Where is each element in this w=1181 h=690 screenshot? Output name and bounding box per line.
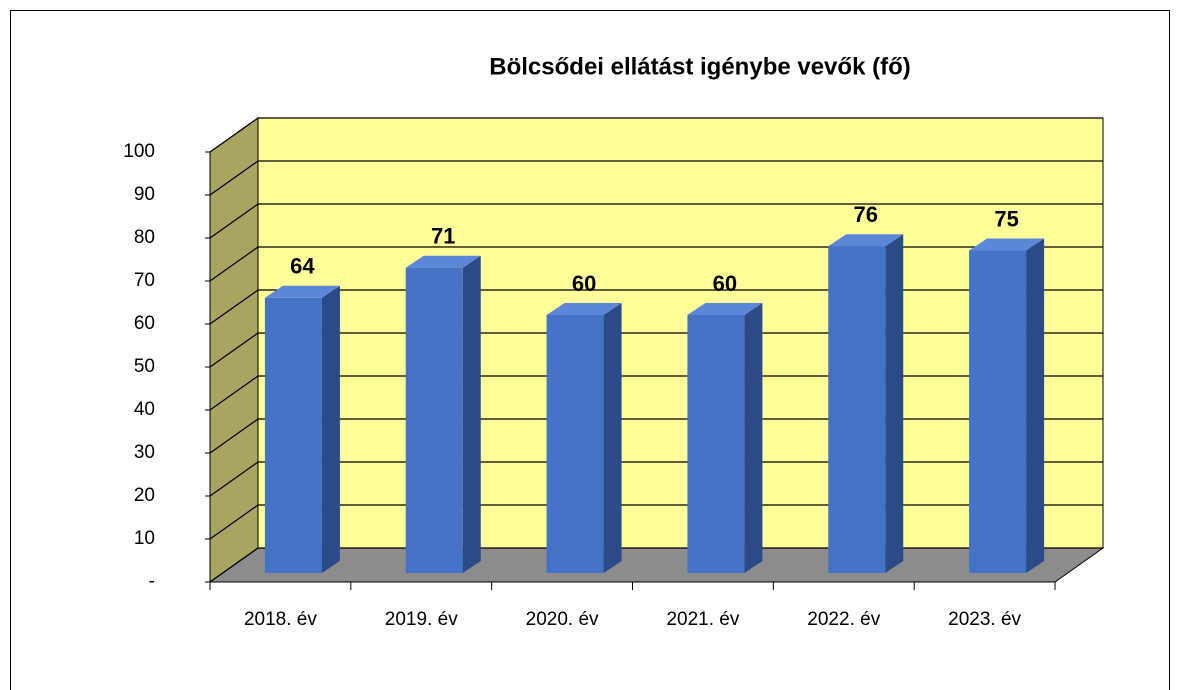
data-label: 76	[854, 202, 878, 227]
bar	[687, 315, 745, 573]
bar	[405, 267, 463, 573]
grid-line	[209, 160, 1103, 196]
grid-line	[209, 246, 1103, 282]
bar-side	[1026, 238, 1045, 573]
grid-line	[209, 375, 1103, 411]
y-tick-label: 40	[134, 399, 155, 420]
grid-line	[209, 461, 1103, 497]
grid-line	[209, 289, 1103, 325]
bar-side	[462, 255, 481, 573]
bar-top	[405, 255, 481, 268]
y-tick-label: 20	[134, 485, 155, 506]
bar-top	[828, 234, 904, 247]
bar-top	[264, 285, 340, 298]
data-label: 64	[290, 254, 315, 279]
grid-line	[209, 504, 1103, 540]
floor	[208, 547, 1105, 583]
bar	[828, 246, 886, 573]
y-tick-label: 80	[134, 227, 155, 248]
y-tick-label: 10	[134, 528, 155, 549]
bar-side	[744, 303, 763, 573]
x-tick-label: 2023. év	[948, 609, 1021, 630]
grid-line	[209, 418, 1103, 454]
bar	[969, 250, 1027, 573]
y-tick-label: 60	[134, 313, 155, 334]
bar	[546, 315, 604, 573]
x-tick-label: 2019. év	[385, 609, 458, 630]
y-tick-label: 30	[134, 442, 155, 463]
data-label: 75	[994, 206, 1018, 231]
bar-side	[885, 234, 904, 573]
bar-top	[687, 303, 763, 315]
grid-line	[209, 203, 1103, 239]
y-tick-label: 70	[134, 270, 155, 291]
bar-side	[603, 303, 622, 573]
grid-line	[209, 117, 1103, 153]
bar-top	[546, 303, 622, 315]
y-tick-label: 50	[134, 356, 155, 377]
data-label: 60	[713, 271, 737, 296]
x-tick-label: 2020. év	[526, 609, 599, 630]
y-tick-label: 100	[123, 141, 155, 162]
x-tick-label: 2018. év	[244, 609, 317, 630]
chart-frame	[10, 10, 1170, 690]
y-tick-label: -	[149, 571, 155, 592]
x-tick-label: 2022. év	[807, 609, 880, 630]
grid-line	[209, 547, 1103, 583]
chart-title: Bölcsődei ellátást igénybe vevők (fő)	[489, 53, 910, 80]
data-label: 71	[431, 224, 455, 249]
x-tick-label: 2021. év	[666, 609, 739, 630]
data-label: 60	[572, 271, 596, 296]
y-tick-label: 90	[134, 184, 155, 205]
bar-top	[969, 238, 1045, 251]
bar	[264, 297, 322, 573]
bar-side	[321, 285, 340, 573]
grid-line	[209, 332, 1103, 368]
